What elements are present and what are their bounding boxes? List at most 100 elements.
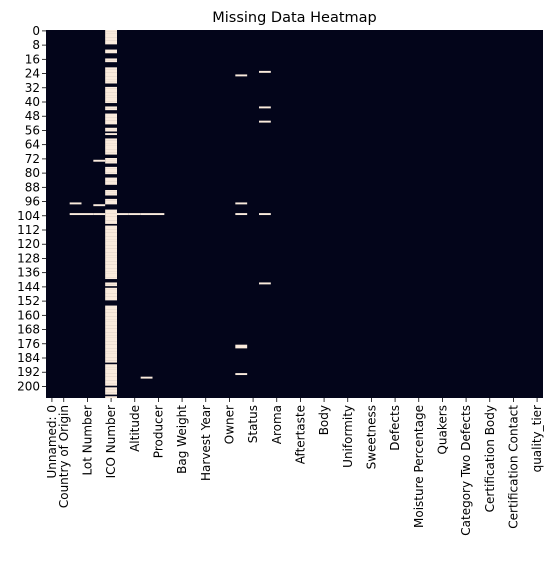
missing-cell xyxy=(105,254,117,256)
missing-cell xyxy=(105,213,117,216)
missing-cell xyxy=(105,378,117,381)
missing-cell xyxy=(105,145,117,148)
x-tick-label: Lot Number xyxy=(80,405,94,476)
missing-cell xyxy=(105,271,117,274)
missing-cell xyxy=(105,305,117,308)
y-tick-label: 16 xyxy=(25,52,40,66)
missing-cell xyxy=(105,270,117,272)
missing-cell xyxy=(105,149,117,152)
missing-cell xyxy=(105,309,117,312)
missing-cell xyxy=(105,282,117,285)
missing-cell xyxy=(105,259,117,262)
missing-cell xyxy=(105,211,117,214)
missing-cell xyxy=(105,33,117,36)
missing-cell xyxy=(105,355,117,358)
missing-cell xyxy=(105,264,117,267)
missing-cell xyxy=(259,120,271,123)
missing-cell xyxy=(105,293,117,296)
missing-cell xyxy=(105,351,117,354)
missing-cell xyxy=(105,209,117,212)
missing-cell xyxy=(105,234,117,237)
missing-cell xyxy=(140,376,153,379)
missing-cell xyxy=(105,120,117,123)
x-tick-label: ICO Number xyxy=(104,405,118,478)
missing-cell xyxy=(105,318,117,320)
missing-cell xyxy=(235,74,248,77)
x-tick-label: Aftertaste xyxy=(293,405,307,464)
missing-cell xyxy=(105,294,117,297)
y-tick-label: 128 xyxy=(17,251,40,265)
missing-cell xyxy=(152,213,165,216)
missing-cell xyxy=(105,262,117,265)
missing-cell xyxy=(105,42,117,45)
missing-cell xyxy=(105,332,117,335)
missing-cell xyxy=(105,348,117,351)
missing-cell xyxy=(105,60,117,63)
missing-cell xyxy=(105,166,117,169)
x-tick-label: Uniformity xyxy=(341,405,355,468)
missing-cell xyxy=(105,339,117,342)
y-tick-label: 72 xyxy=(25,152,40,166)
missing-cell xyxy=(105,76,117,79)
missing-cell xyxy=(105,350,117,352)
y-tick-label: 56 xyxy=(25,123,40,137)
missing-cell xyxy=(69,213,82,216)
missing-cell xyxy=(105,312,117,315)
missing-cell xyxy=(105,140,117,143)
missing-cell xyxy=(105,202,117,205)
missing-cell xyxy=(105,72,117,75)
missing-cell xyxy=(105,198,117,201)
x-tick-label: Certification Body xyxy=(483,405,497,512)
missing-cell xyxy=(105,230,117,233)
missing-cell xyxy=(105,179,117,182)
missing-cell xyxy=(105,108,117,111)
missing-cell xyxy=(105,342,117,345)
missing-cell xyxy=(105,150,117,153)
missing-cell xyxy=(105,58,117,61)
missing-cell xyxy=(105,364,117,367)
missing-cell xyxy=(105,117,117,120)
missing-cell xyxy=(259,282,271,285)
missing-cell xyxy=(105,152,117,155)
y-tick-label: 40 xyxy=(25,95,40,109)
missing-cell xyxy=(105,182,117,185)
missing-cell xyxy=(105,334,117,336)
missing-cell xyxy=(105,168,117,171)
missing-cell xyxy=(105,323,117,326)
missing-cell xyxy=(105,79,117,82)
missing-cell xyxy=(105,161,117,164)
chart-title: Missing Data Heatmap xyxy=(212,10,377,26)
missing-cell xyxy=(105,328,117,331)
missing-cell xyxy=(105,67,117,70)
x-tick-label: Body xyxy=(317,405,331,435)
missing-cell xyxy=(105,289,117,292)
missing-cell xyxy=(105,222,117,224)
missing-cell xyxy=(105,227,117,230)
missing-cell xyxy=(259,70,271,73)
missing-cell xyxy=(105,277,117,280)
missing-cell xyxy=(69,202,82,205)
missing-cell xyxy=(105,330,117,333)
missing-cell xyxy=(105,122,117,125)
missing-cell xyxy=(105,138,117,141)
missing-cell xyxy=(105,360,117,363)
missing-cell xyxy=(105,319,117,322)
missing-cell xyxy=(105,49,117,52)
missing-cell xyxy=(105,380,117,383)
missing-cell xyxy=(105,287,117,290)
missing-cell xyxy=(105,190,117,192)
missing-cell xyxy=(105,369,117,372)
missing-cell xyxy=(105,387,117,390)
missing-cell xyxy=(105,316,117,319)
x-tick-label: Unnamed: 0 xyxy=(45,405,59,479)
x-tick-label: Quakers xyxy=(435,405,449,455)
missing-cell xyxy=(105,236,117,239)
y-tick-label: 152 xyxy=(17,294,40,308)
x-tick-label: Aroma xyxy=(270,405,284,444)
missing-cell xyxy=(105,191,117,194)
missing-cell xyxy=(105,307,117,310)
missing-cell xyxy=(105,218,117,221)
y-tick-label: 136 xyxy=(17,266,40,280)
missing-cell xyxy=(93,159,106,162)
missing-cell xyxy=(105,86,117,89)
